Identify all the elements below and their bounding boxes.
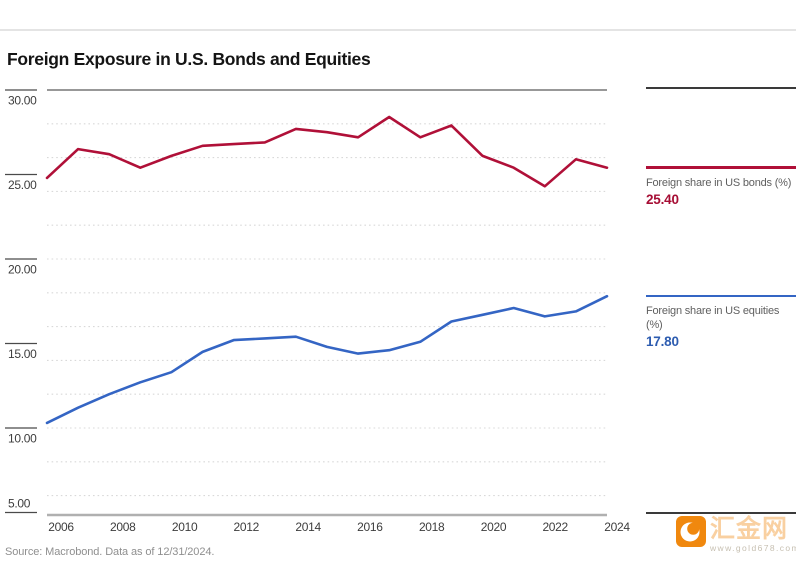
y-tick-label: 15.00 [8, 347, 37, 361]
x-tick-label: 2022 [542, 520, 568, 534]
y-tick-label: 25.00 [8, 178, 37, 192]
series-line [45, 115, 609, 188]
right-column-bottom-rule [646, 512, 796, 514]
top-divider [0, 29, 796, 31]
y-tick-label: 5.00 [8, 497, 31, 511]
equities-series-color-line [646, 294, 796, 298]
x-tick-label: 2016 [357, 520, 383, 534]
bonds-series-label: Foreign share in US bonds (%) [646, 176, 792, 189]
x-tick-label: 2012 [234, 520, 260, 534]
gold678-logo-icon [676, 516, 706, 547]
legend-equities: Foreign share in US equities (%) 17.80 [646, 294, 796, 350]
bonds-series-color-line [646, 166, 796, 169]
series-line [45, 294, 609, 425]
watermark-site-name: 汇金网 [710, 514, 789, 543]
x-tick-label: 2014 [295, 520, 321, 534]
equities-last-value: 17.80 [646, 334, 679, 350]
y-tick-label: 20.00 [8, 263, 37, 277]
y-tick-label: 10.00 [8, 432, 37, 446]
source-note: Source: Macrobond. Data as of 12/31/2024… [5, 546, 215, 558]
x-tick-label: 2010 [172, 520, 198, 534]
x-tick-label: 2024 [604, 520, 630, 534]
watermark-site-url: www.gold678.com [710, 543, 796, 553]
page-title: Foreign Exposure in U.S. Bonds and Equit… [7, 49, 371, 69]
legend-bonds: Foreign share in US bonds (%) 25.40 [646, 166, 796, 207]
x-tick-label: 2008 [110, 520, 136, 534]
y-tick-label: 30.00 [8, 94, 37, 108]
x-tick-label: 2020 [481, 520, 507, 534]
line-chart: 30.00 25.00 20.00 15.00 10.00 5.00 2006 2008 201… [5, 89, 631, 534]
watermark: 汇金网 www.gold678.com [676, 516, 796, 553]
x-tick-label: 2006 [48, 520, 74, 534]
x-tick-label: 2018 [419, 520, 445, 534]
equities-series-label: Foreign share in US equities (%) [646, 305, 780, 332]
bonds-last-value: 25.40 [646, 191, 679, 207]
watermark-text: 汇金网 www.gold678.com [710, 514, 796, 554]
right-column-top-rule [646, 87, 796, 89]
